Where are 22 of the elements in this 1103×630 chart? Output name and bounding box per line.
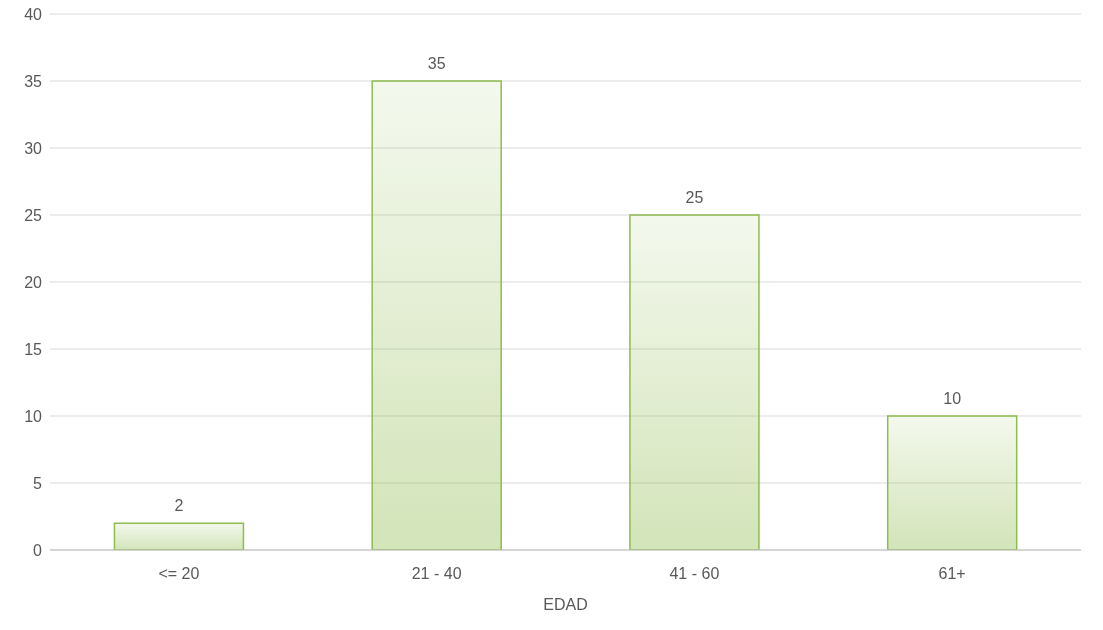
x-tick-label: 41 - 60 xyxy=(669,565,720,583)
y-tick-label: 25 xyxy=(24,206,43,224)
bar xyxy=(886,415,1018,550)
y-tick-label: 40 xyxy=(24,5,43,23)
x-tick-label: 21 - 40 xyxy=(411,565,462,583)
data-label: 10 xyxy=(943,390,962,407)
y-tick-label: 5 xyxy=(33,474,43,492)
y-tick-label: 30 xyxy=(24,139,43,157)
y-tick-label: 35 xyxy=(24,72,43,90)
y-tick-label: 20 xyxy=(24,273,43,291)
x-axis-title: EDAD xyxy=(543,596,588,613)
data-label: 35 xyxy=(427,55,446,72)
data-label: 2 xyxy=(174,497,184,515)
x-tick-label: <= 20 xyxy=(158,565,200,583)
bar xyxy=(371,80,502,550)
y-tick-label: 0 xyxy=(33,541,43,559)
y-tick-label: 10 xyxy=(24,407,43,425)
data-label: 25 xyxy=(685,189,704,206)
bar xyxy=(113,522,245,550)
y-tick-label: 15 xyxy=(24,340,43,358)
bar xyxy=(629,214,760,550)
x-tick-label: 61+ xyxy=(938,565,966,583)
